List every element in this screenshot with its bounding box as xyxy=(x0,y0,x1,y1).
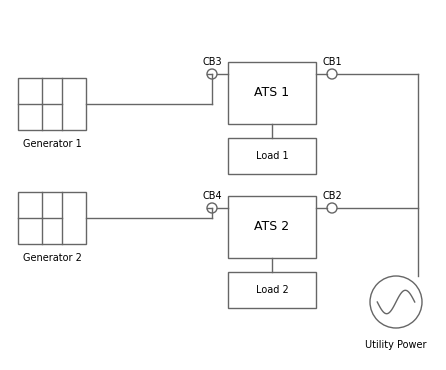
Bar xyxy=(228,272,316,308)
Text: ATS 2: ATS 2 xyxy=(254,221,289,233)
Bar xyxy=(18,78,86,130)
Text: CB4: CB4 xyxy=(202,191,222,201)
Bar xyxy=(228,138,316,174)
Text: Generator 2: Generator 2 xyxy=(23,253,82,263)
Text: CB2: CB2 xyxy=(322,191,342,201)
Text: CB3: CB3 xyxy=(202,57,222,67)
Bar xyxy=(18,192,86,244)
Text: Utility Power: Utility Power xyxy=(365,340,427,350)
Bar xyxy=(228,62,316,124)
Text: CB1: CB1 xyxy=(322,57,342,67)
Text: ATS 1: ATS 1 xyxy=(254,87,289,100)
Text: Generator 1: Generator 1 xyxy=(23,139,81,149)
Bar xyxy=(228,196,316,258)
Text: Load 1: Load 1 xyxy=(256,151,288,161)
Text: Load 2: Load 2 xyxy=(256,285,289,295)
